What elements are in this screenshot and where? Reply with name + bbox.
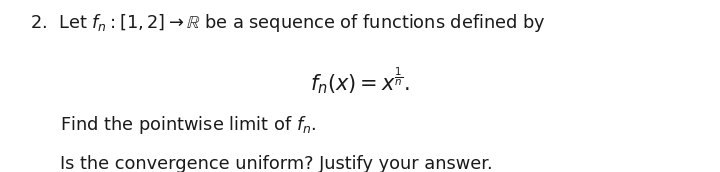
Text: Is the convergence uniform? Justify your answer.: Is the convergence uniform? Justify your… xyxy=(60,155,492,172)
Text: 2.  Let $f_n : [1, 2] \rightarrow \mathbb{R}$ be a sequence of functions defined: 2. Let $f_n : [1, 2] \rightarrow \mathbb… xyxy=(30,12,546,34)
Text: $f_n(x) = x^{\frac{1}{n}}.$: $f_n(x) = x^{\frac{1}{n}}.$ xyxy=(310,65,410,96)
Text: Find the pointwise limit of $f_n$.: Find the pointwise limit of $f_n$. xyxy=(60,114,316,136)
